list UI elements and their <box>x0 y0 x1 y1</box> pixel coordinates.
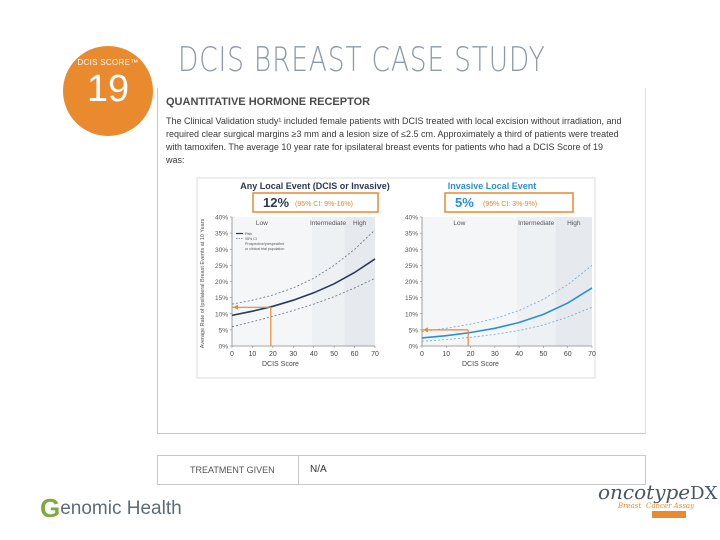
chart1-y-tick-label: 25% <box>215 263 228 270</box>
chart2-ci-line <box>421 306 593 342</box>
chart1-title: Any Local Event (DCIS or Invasive) <box>240 181 390 191</box>
chart1-y-tick-label: 35% <box>215 231 228 238</box>
chart2-y-tick-label: 0% <box>409 344 419 351</box>
chart2-intermediate-zone <box>516 217 556 346</box>
chart2-x-tick-label: 30 <box>491 351 499 358</box>
chart2-risk-line <box>421 287 593 339</box>
chart1-y-axis-label: Average Rate of Ipsilateral Breast Event… <box>200 218 206 348</box>
chart2-x-tick-label: 20 <box>467 351 475 358</box>
chart1-x-tick-label: 30 <box>289 351 297 358</box>
chart2-high-zone <box>555 217 592 346</box>
page-title: DCIS BREAST CASE STUDY <box>178 40 546 80</box>
chart1-result: 12% <box>263 195 289 210</box>
chart2-risk-group-label: Intermediate <box>518 220 555 227</box>
chart2-y-tick-label: 15% <box>405 295 418 302</box>
chart1-y-tick-label: 0% <box>219 344 229 351</box>
chart1-x-tick-label: 70 <box>371 351 379 358</box>
chart1-legend-entry: Risk <box>245 232 252 236</box>
chart2-x-tick-label: 50 <box>540 351 548 358</box>
chart1-low-zone <box>232 217 312 346</box>
oncotype-logo-bar <box>652 511 686 518</box>
chart2-y-tick-label: 40% <box>405 215 418 222</box>
dcis-score-value: 19 <box>86 68 130 110</box>
dcis-score-label: DCIS SCORE™ <box>77 58 139 67</box>
chart1-y-tick-label: 20% <box>215 279 228 286</box>
chart1-x-tick-label: 50 <box>330 351 338 358</box>
treatment-row: TREATMENT GIVEN N/A <box>157 455 646 485</box>
chart2-x-tick-label: 70 <box>588 351 596 358</box>
study-description: The Clinical Validation study¹ included … <box>166 116 622 165</box>
chart1-risk-group-label: High <box>353 220 367 227</box>
chart1-ci-line <box>231 277 376 328</box>
chart2-y-tick-label: 35% <box>405 231 418 238</box>
risk-charts-svg: Any Local Event (DCIS or Invasive) 12% (95… <box>196 177 596 379</box>
genomic-health-logo-text: enomic Health <box>60 498 182 519</box>
chart1-result-box <box>252 192 379 213</box>
chart2-y-tick-label: 30% <box>405 247 418 254</box>
section-heading: QUANTITATIVE HORMONE RECEPTOR <box>166 96 371 108</box>
chart1-y-tick-label: 30% <box>215 247 228 254</box>
genomic-health-logo-g: G <box>40 493 61 523</box>
chart2-y-tick-label: 5% <box>409 327 419 334</box>
chart1-y-tick-label: 15% <box>215 295 228 302</box>
oncotype-logo-sub2: Cancer Assay <box>646 502 695 510</box>
treatment-label: TREATMENT GIVEN <box>190 465 275 475</box>
chart2-result: 5% <box>455 195 474 210</box>
chart1-x-axis-label: DCIS Score <box>262 361 299 368</box>
oncotype-logo-dx: DX <box>690 483 718 504</box>
oncotype-logo-onco: onco <box>598 480 647 504</box>
chart1-highlight-arrow <box>233 304 238 310</box>
treatment-divider <box>298 456 299 484</box>
chart2-risk-group-label: High <box>567 220 581 227</box>
content-panel <box>157 88 646 434</box>
chart2-risk-group-label: Low <box>453 220 465 227</box>
chart1-high-zone <box>344 217 375 346</box>
chart1-legend-entry: or clinical trial population <box>245 247 284 251</box>
chart2-x-tick-label: 60 <box>564 351 572 358</box>
chart1-y-tick-label: 40% <box>215 215 228 222</box>
chart1-y-tick-label: 10% <box>215 311 228 318</box>
chart1-legend-entry: Prospective/prespecified <box>245 242 284 246</box>
chart1-risk-group-label: Intermediate <box>310 220 347 227</box>
oncotype-dx-logo: oncotypeDX Breast Cancer Assay <box>598 480 717 520</box>
chart2-highlight-arrow <box>423 327 428 333</box>
chart1-risk-group-label: Low <box>256 220 268 227</box>
treatment-value: N/A <box>310 464 327 475</box>
chart2-y-tick-label: 25% <box>405 263 418 270</box>
dcis-score-badge: DCIS SCORE™ 19 <box>63 46 153 136</box>
oncotype-logo-sub1: Breast <box>618 502 642 510</box>
chart1-ci-line <box>231 229 376 305</box>
chart1-ci: (95% CI: 9%-16%) <box>295 201 353 208</box>
chart1-legend-entry: 95% CI <box>245 237 257 241</box>
chart1-x-tick-label: 40 <box>310 351 318 358</box>
chart2-y-tick-label: 20% <box>405 279 418 286</box>
risk-charts: Any Local Event (DCIS or Invasive) 12% (95… <box>157 172 609 382</box>
chart1-risk-line <box>231 258 376 317</box>
chart2-result-box <box>444 192 574 213</box>
chart1-x-tick-label: 0 <box>230 351 234 358</box>
oncotype-logo-type: type <box>646 480 691 504</box>
chart2-y-tick-label: 10% <box>405 311 418 318</box>
chart2-x-tick-label: 10 <box>442 351 450 358</box>
chart2-ci: (95% CI: 3%-9%) <box>483 201 537 208</box>
chart2-x-axis-label: DCIS Score <box>462 361 499 368</box>
genomic-health-logo: Genomic Health <box>40 490 182 523</box>
chart1-x-tick-label: 60 <box>351 351 359 358</box>
chart2-ci-line <box>421 265 593 332</box>
chart1-x-tick-label: 20 <box>269 351 277 358</box>
chart2-x-tick-label: 0 <box>420 351 424 358</box>
chart1-x-tick-label: 10 <box>249 351 257 358</box>
chart2-title: Invasive Local Event <box>448 181 537 191</box>
chart2-low-zone <box>422 217 517 346</box>
chart2-x-tick-label: 40 <box>515 351 523 358</box>
chart1-y-tick-label: 5% <box>219 327 229 334</box>
